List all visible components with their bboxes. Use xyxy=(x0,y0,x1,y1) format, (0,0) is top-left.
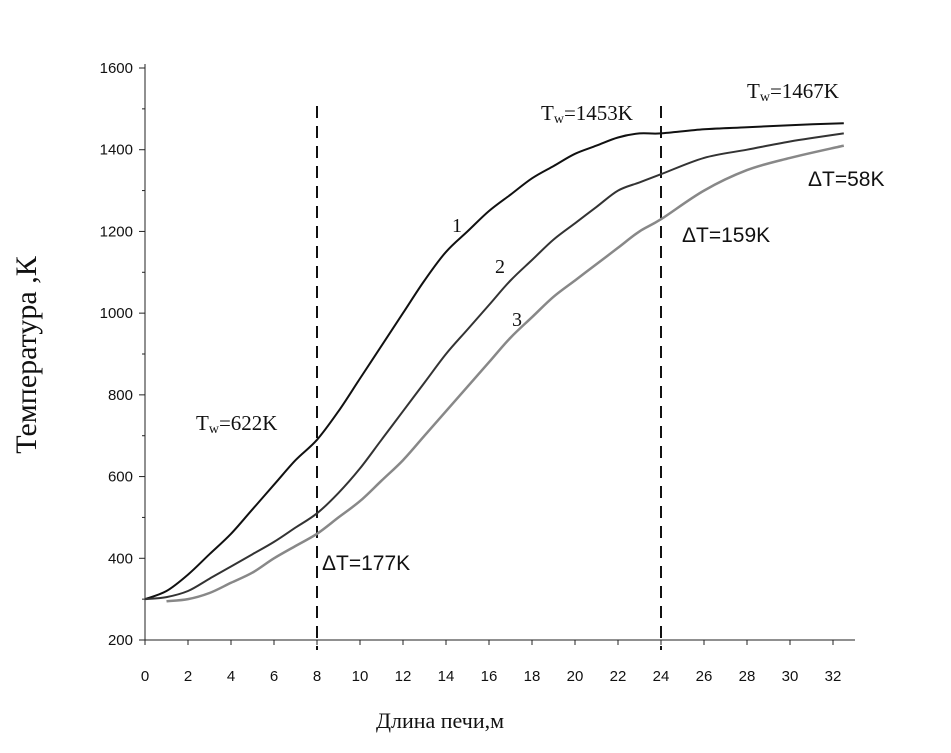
x-tick-label: 0 xyxy=(141,668,149,685)
series-line-3 xyxy=(166,144,845,603)
curve-label-3: 3 xyxy=(512,309,522,331)
y-tick-label: 1200 xyxy=(100,223,133,240)
x-tick-label: 24 xyxy=(653,668,670,685)
x-tick-label: 2 xyxy=(184,668,192,685)
annotation-tw-1453: Tw=1453K xyxy=(541,101,633,127)
x-tick-label: 20 xyxy=(567,668,584,685)
annotation-tw-1467: Tw=1467K xyxy=(747,79,839,105)
x-tick-label: 4 xyxy=(227,668,235,685)
x-tick-label: 22 xyxy=(610,668,627,685)
curve-label-1: 1 xyxy=(452,215,462,237)
x-tick-label: 6 xyxy=(270,668,278,685)
y-tick-label: 200 xyxy=(108,632,133,649)
y-tick-label: 800 xyxy=(108,387,133,404)
x-tick-label: 28 xyxy=(739,668,756,685)
y-axis-label: Температура ,К xyxy=(10,255,43,453)
x-tick-label: 8 xyxy=(313,668,321,685)
x-tick-label: 30 xyxy=(782,668,799,685)
y-tick-label: 1400 xyxy=(100,142,133,159)
vertical-dashed-lines xyxy=(316,106,662,650)
x-tick-label: 26 xyxy=(696,668,713,685)
curve-label-2: 2 xyxy=(495,256,505,278)
x-axis-label: Длина печи,м xyxy=(376,708,504,733)
y-tick-label: 1000 xyxy=(100,305,133,322)
x-tick-label: 18 xyxy=(524,668,541,685)
annotation-dt-177: ΔT=177K xyxy=(322,552,410,575)
x-tick-label: 12 xyxy=(395,668,412,685)
curves xyxy=(144,122,845,603)
series-line-1 xyxy=(144,122,844,601)
x-tick-label: 10 xyxy=(352,668,369,685)
annotation-tw-622: Tw=622K xyxy=(196,411,277,437)
annotation-dt-159: ΔT=159K xyxy=(682,224,770,247)
y-tick-label: 600 xyxy=(108,469,133,486)
y-tick-label: 400 xyxy=(108,550,133,567)
series-line-2 xyxy=(144,132,844,601)
y-tick-label: 1600 xyxy=(100,60,133,77)
annotation-dt-58: ΔT=58K xyxy=(808,168,884,191)
x-tick-label: 16 xyxy=(481,668,498,685)
x-tick-label: 32 xyxy=(825,668,842,685)
x-tick-label: 14 xyxy=(438,668,455,685)
